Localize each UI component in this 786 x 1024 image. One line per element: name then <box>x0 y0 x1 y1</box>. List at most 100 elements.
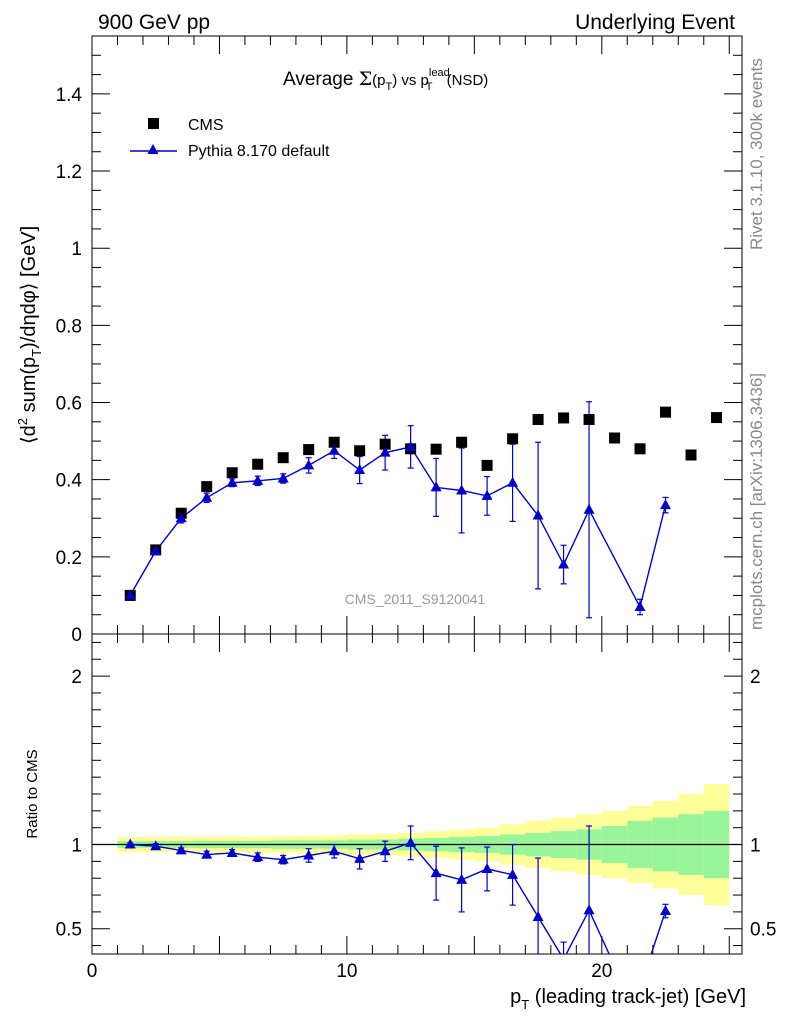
pythia-point <box>634 600 646 611</box>
ratio-point <box>379 845 391 856</box>
ratio-point <box>532 910 544 921</box>
pythia-line <box>129 446 667 609</box>
ratio-point <box>150 840 162 851</box>
xlabel-sub: T <box>521 997 529 1012</box>
pythia-point <box>405 440 417 451</box>
pythia-point <box>175 512 187 523</box>
plot-title-sigma: Σ <box>359 68 372 90</box>
side-label-rivet: Rivet 3.1.10, 300k events <box>747 58 766 250</box>
ratio-point <box>124 838 136 849</box>
pythia-point <box>430 481 442 492</box>
cms-point <box>201 481 213 493</box>
main-ylabel: ⟨d2 sum(pT)/dηdφ⟩ [GeV] <box>15 226 44 444</box>
cms-point <box>303 444 315 456</box>
main-ytick-label: 0.4 <box>56 471 83 492</box>
ratio-panel: 0.5 0.5 1 1 2 2 0 10 20 <box>56 633 777 982</box>
plot-title-mid: ) vs p <box>392 72 429 89</box>
ratio-point <box>226 846 238 857</box>
pythia-point <box>328 444 340 455</box>
main-ytick-labels: 0 0.2 0.4 0.6 0.8 1 1.2 1.4 <box>56 85 83 646</box>
cms-point <box>558 412 570 424</box>
pythia-point <box>379 446 391 457</box>
main-ylabel-sup: 2 <box>15 418 30 425</box>
main-ytick-label: 1 <box>71 239 82 260</box>
header-right: Underlying Event <box>575 11 735 34</box>
watermark: CMS_2011_S9120041 <box>345 591 486 607</box>
ratio-point <box>303 849 315 860</box>
ratio-point <box>583 904 595 915</box>
pythia-point <box>660 499 672 510</box>
ratio-point <box>507 868 519 879</box>
main-ytick-label: 0.8 <box>56 316 82 337</box>
pythia-point <box>532 509 544 520</box>
pythia-point <box>583 503 595 514</box>
main-ylabel-c: )/dηdφ⟩ [GeV] <box>18 226 40 349</box>
cms-point <box>507 433 519 445</box>
main-ylabel-b: sum(p <box>18 357 40 418</box>
legend-pythia-marker <box>147 144 159 154</box>
pythia-point <box>150 545 162 556</box>
ratio-xtick-label: 20 <box>591 961 612 982</box>
ratio-point <box>481 862 493 873</box>
cms-point <box>456 436 468 448</box>
side-label-source: mcplots.cern.ch [arXiv:1306.3436] <box>747 373 766 630</box>
plot-title-suffix: (NSD) <box>442 72 488 89</box>
plot-title-prefix: Average <box>283 69 359 90</box>
legend-pythia-label: Pythia 8.170 default <box>188 143 330 160</box>
pythia-point <box>507 476 519 487</box>
xlabel: pT (leading track-jet) [GeV] <box>510 986 746 1012</box>
cms-point <box>660 406 672 418</box>
main-data <box>124 401 723 619</box>
plot-title-sub2: T <box>426 81 433 93</box>
pythia-point <box>277 472 289 483</box>
pythia-point <box>558 558 570 569</box>
cms-point <box>379 438 391 450</box>
ratio-point <box>277 853 289 864</box>
cms-point <box>583 413 595 425</box>
legend-cms-label: CMS <box>188 117 224 134</box>
main-ytick-label: 1.2 <box>56 162 82 183</box>
ratio-data <box>124 825 672 954</box>
ratio-point <box>252 851 264 862</box>
legend-cms-marker <box>148 118 159 129</box>
header-left: 900 GeV pp <box>98 11 210 34</box>
plot-title-sup: lead <box>429 67 450 79</box>
ratio-point <box>175 844 187 855</box>
xlabel-p: p <box>510 986 521 1008</box>
plot-title: Average Σ(pT) vs plead T (NSD) <box>283 67 488 93</box>
main-ytick-label: 0.2 <box>56 548 82 569</box>
ratio-xtick-labels: 0 10 20 <box>87 961 613 982</box>
main-panel: 00.20.40.60.811.21.4 Average Σ(pT) vs pl… <box>56 35 743 646</box>
legend: CMS Pythia 8.170 default <box>130 117 330 160</box>
ratio-ytick-label: 2 <box>71 667 82 688</box>
ratio-bands <box>92 783 742 906</box>
main-ylabel-a: ⟨d <box>18 425 40 444</box>
main-ytick-label: 0 <box>71 625 82 646</box>
ratio-ticks <box>91 634 742 954</box>
ratio-ytick-label: 1 <box>71 836 82 857</box>
ratio-point <box>201 848 213 859</box>
xlabel-rest: (leading track-jet) [GeV] <box>529 986 746 1008</box>
pythia-point <box>124 589 136 600</box>
pythia-point <box>456 484 468 495</box>
ratio-ytick-label-right: 1 <box>750 836 761 857</box>
pythia-point <box>201 491 213 502</box>
main-ytick-label: 1.4 <box>56 85 83 106</box>
ratio-point <box>456 873 468 884</box>
cms-point <box>711 412 723 424</box>
ratio-ytick-label-right: 0.5 <box>750 920 776 941</box>
ratio-point <box>660 905 672 916</box>
cms-point <box>532 413 544 425</box>
ratio-point <box>563 953 565 954</box>
ratio-ytick-labels: 0.5 0.5 1 1 2 2 <box>56 667 777 941</box>
plot-title-sub1: T <box>385 81 392 93</box>
cms-point <box>277 452 289 464</box>
cms-point <box>481 459 493 471</box>
cms-point <box>226 467 238 479</box>
pythia-point <box>481 489 493 500</box>
ratio-point <box>430 867 442 878</box>
ratio-ytick-label-right: 2 <box>750 667 761 688</box>
cms-point <box>328 436 340 448</box>
ratio-point <box>354 852 366 863</box>
